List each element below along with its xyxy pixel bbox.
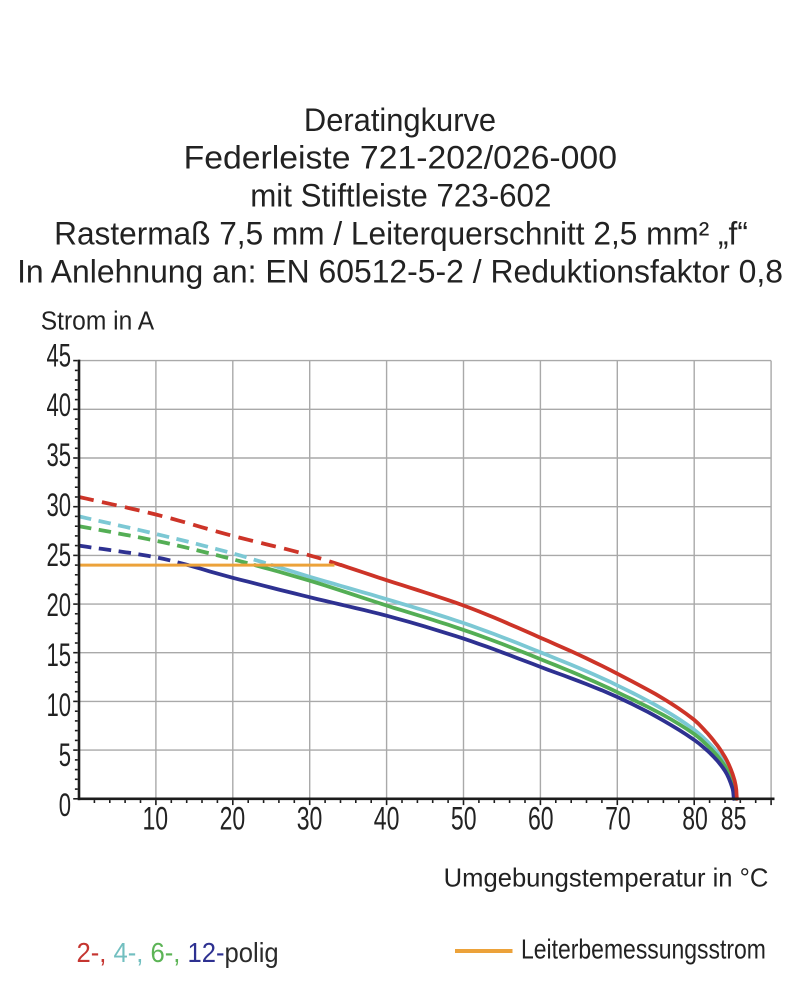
svg-text:70: 70 — [605, 801, 631, 837]
svg-text:mit Stiftleiste 723-602: mit Stiftleiste 723-602 — [250, 177, 551, 213]
svg-text:30: 30 — [46, 487, 71, 523]
svg-text:Federleiste 721-202/026-000: Federleiste 721-202/026-000 — [184, 139, 617, 175]
svg-text:45: 45 — [46, 337, 71, 373]
svg-text:50: 50 — [451, 801, 477, 837]
svg-text:40: 40 — [46, 387, 71, 423]
svg-text:35: 35 — [46, 437, 71, 473]
svg-text:5: 5 — [59, 737, 71, 773]
svg-text:Leiterbemessungsstrom: Leiterbemessungsstrom — [521, 934, 766, 965]
svg-text:60: 60 — [528, 801, 554, 837]
svg-text:20: 20 — [46, 587, 71, 623]
svg-text:80: 80 — [682, 801, 708, 837]
svg-text:30: 30 — [297, 801, 323, 837]
svg-text:Umgebungstemperatur in °C: Umgebungstemperatur in °C — [444, 864, 769, 892]
svg-text:Rastermaß 7,5 mm / Leiterquers: Rastermaß 7,5 mm / Leiterquerschnitt 2,5… — [54, 215, 748, 251]
svg-text:85: 85 — [721, 801, 747, 837]
svg-text:25: 25 — [46, 537, 71, 573]
svg-text:40: 40 — [374, 801, 400, 837]
svg-text:15: 15 — [46, 637, 71, 673]
svg-text:Deratingkurve: Deratingkurve — [304, 103, 496, 139]
svg-text:10: 10 — [46, 687, 71, 723]
svg-text:10: 10 — [142, 801, 168, 837]
svg-text:0: 0 — [59, 787, 71, 823]
svg-text:In Anlehnung an: EN 60512-5-2: In Anlehnung an: EN 60512-5-2 / Reduktio… — [17, 253, 783, 289]
svg-text:Strom in A: Strom in A — [41, 307, 154, 336]
svg-text:2-, 4-, 6-, 12-polig: 2-, 4-, 6-, 12-polig — [77, 937, 279, 968]
svg-text:20: 20 — [220, 801, 246, 837]
